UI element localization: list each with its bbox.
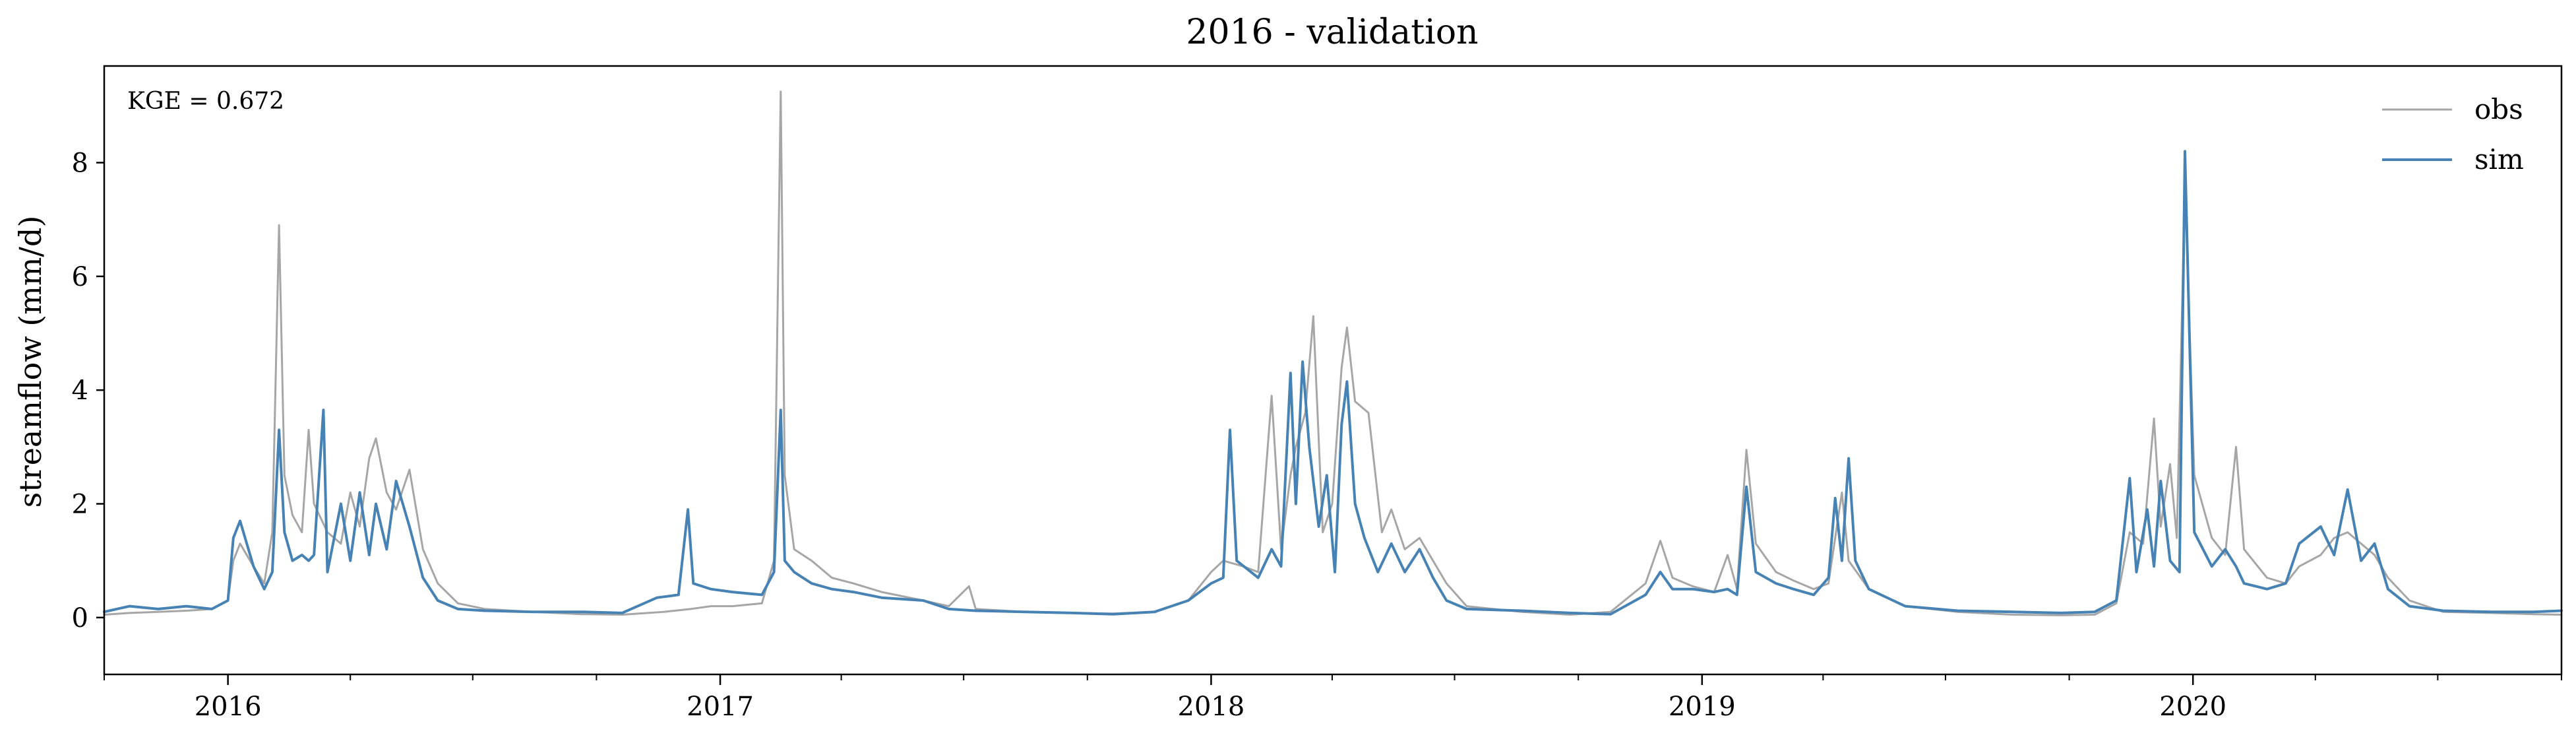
chart-title: 2016 - validation bbox=[1186, 13, 1478, 52]
x-tick-label-2018: 2018 bbox=[1178, 692, 1245, 722]
y-tick-label-8: 8 bbox=[72, 148, 88, 178]
kge-annotation: KGE = 0.672 bbox=[127, 88, 284, 115]
x-tick-label-2019: 2019 bbox=[1669, 692, 1736, 722]
x-tick-label-2017: 2017 bbox=[687, 692, 754, 722]
legend-label-sim: sim bbox=[2474, 143, 2524, 176]
y-tick-label-0: 0 bbox=[72, 603, 88, 633]
legend-label-obs: obs bbox=[2474, 93, 2523, 125]
y-tick-label-2: 2 bbox=[72, 489, 88, 519]
x-tick-label-2016: 2016 bbox=[195, 692, 262, 722]
y-tick-label-4: 4 bbox=[72, 375, 88, 406]
y-tick-label-6: 6 bbox=[72, 262, 88, 292]
y-axis-label: streamflow (mm/d) bbox=[13, 216, 48, 508]
x-tick-label-2020: 2020 bbox=[2159, 692, 2226, 722]
